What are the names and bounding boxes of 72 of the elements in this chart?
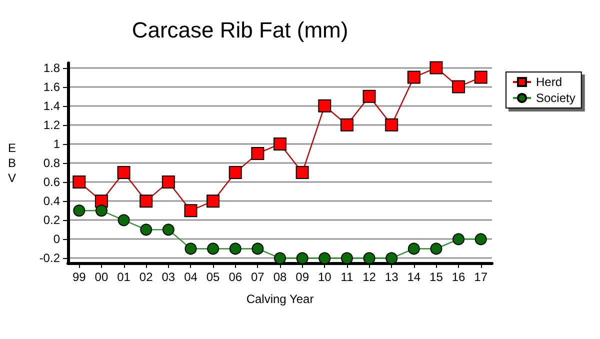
point bbox=[474, 233, 487, 246]
point bbox=[385, 118, 398, 132]
y-tick-label: 0 bbox=[53, 232, 60, 246]
x-tick-label: 09 bbox=[296, 270, 310, 284]
point bbox=[452, 80, 466, 94]
point bbox=[296, 252, 308, 264]
point bbox=[318, 99, 332, 112]
point bbox=[72, 176, 86, 189]
point bbox=[162, 224, 174, 236]
x-tick-label: 17 bbox=[474, 270, 488, 284]
x-tick-label: 00 bbox=[94, 270, 108, 284]
x-tick-label: 08 bbox=[273, 270, 287, 284]
point bbox=[386, 252, 398, 264]
point bbox=[274, 137, 286, 150]
x-tick-label: 12 bbox=[362, 270, 376, 284]
point bbox=[430, 242, 442, 255]
point bbox=[162, 176, 175, 189]
x-tick-label: 01 bbox=[117, 270, 131, 284]
y-tick-label: -0.2 bbox=[39, 251, 60, 266]
y-axis-title: EBV bbox=[8, 141, 16, 185]
x-tick-label: 99 bbox=[72, 270, 86, 284]
y-tick-label: 0.8 bbox=[43, 156, 60, 170]
point bbox=[140, 224, 152, 236]
point bbox=[274, 252, 286, 264]
x-tick-label: 07 bbox=[251, 270, 265, 284]
point bbox=[452, 233, 465, 246]
x-tick-label: 13 bbox=[384, 270, 399, 284]
point bbox=[474, 70, 488, 84]
y-tick-label: 0.2 bbox=[43, 213, 60, 228]
point bbox=[117, 166, 130, 180]
point bbox=[118, 214, 130, 226]
point bbox=[408, 242, 420, 255]
x-tick-label: 06 bbox=[228, 270, 242, 284]
x-tick-label: 11 bbox=[340, 270, 354, 284]
point bbox=[206, 194, 220, 208]
point bbox=[184, 242, 197, 255]
x-tick-label: 02 bbox=[139, 270, 154, 284]
point bbox=[318, 252, 331, 264]
point bbox=[340, 252, 353, 264]
point bbox=[73, 204, 86, 217]
legend-label: Herd bbox=[536, 75, 562, 89]
x-tick-label: 05 bbox=[206, 270, 220, 284]
y-tick-label: 0.4 bbox=[43, 194, 60, 208]
point bbox=[362, 90, 376, 103]
y-tick-label: 1 bbox=[53, 136, 60, 151]
point bbox=[363, 252, 376, 264]
y-tick-label: 0.6 bbox=[43, 175, 60, 190]
x-tick-label: 10 bbox=[318, 270, 332, 284]
point bbox=[251, 146, 264, 160]
y-tick-label: 1.8 bbox=[43, 60, 60, 75]
y-tick-label: 1.6 bbox=[43, 80, 60, 94]
x-tick-label: 15 bbox=[430, 270, 444, 284]
x-tick-label: 14 bbox=[407, 270, 421, 284]
x-tick-label: 04 bbox=[184, 270, 198, 284]
point bbox=[430, 61, 443, 74]
point bbox=[207, 242, 220, 255]
point bbox=[184, 204, 198, 218]
point bbox=[340, 118, 354, 132]
y-tick-label: 1.2 bbox=[43, 118, 60, 132]
x-axis-title: Calving Year bbox=[246, 292, 314, 306]
x-tick-label: 16 bbox=[452, 270, 466, 284]
chart-title: Carcase Rib Fat (mm) bbox=[132, 18, 348, 42]
y-tick-label: 1.4 bbox=[43, 98, 60, 113]
x-tick-label: 03 bbox=[162, 270, 176, 284]
point bbox=[296, 166, 309, 180]
point bbox=[95, 204, 108, 217]
point bbox=[228, 166, 242, 180]
point bbox=[252, 242, 264, 255]
point bbox=[140, 194, 153, 208]
point bbox=[229, 242, 242, 255]
legend-label: Society bbox=[536, 91, 576, 105]
point bbox=[407, 70, 420, 84]
